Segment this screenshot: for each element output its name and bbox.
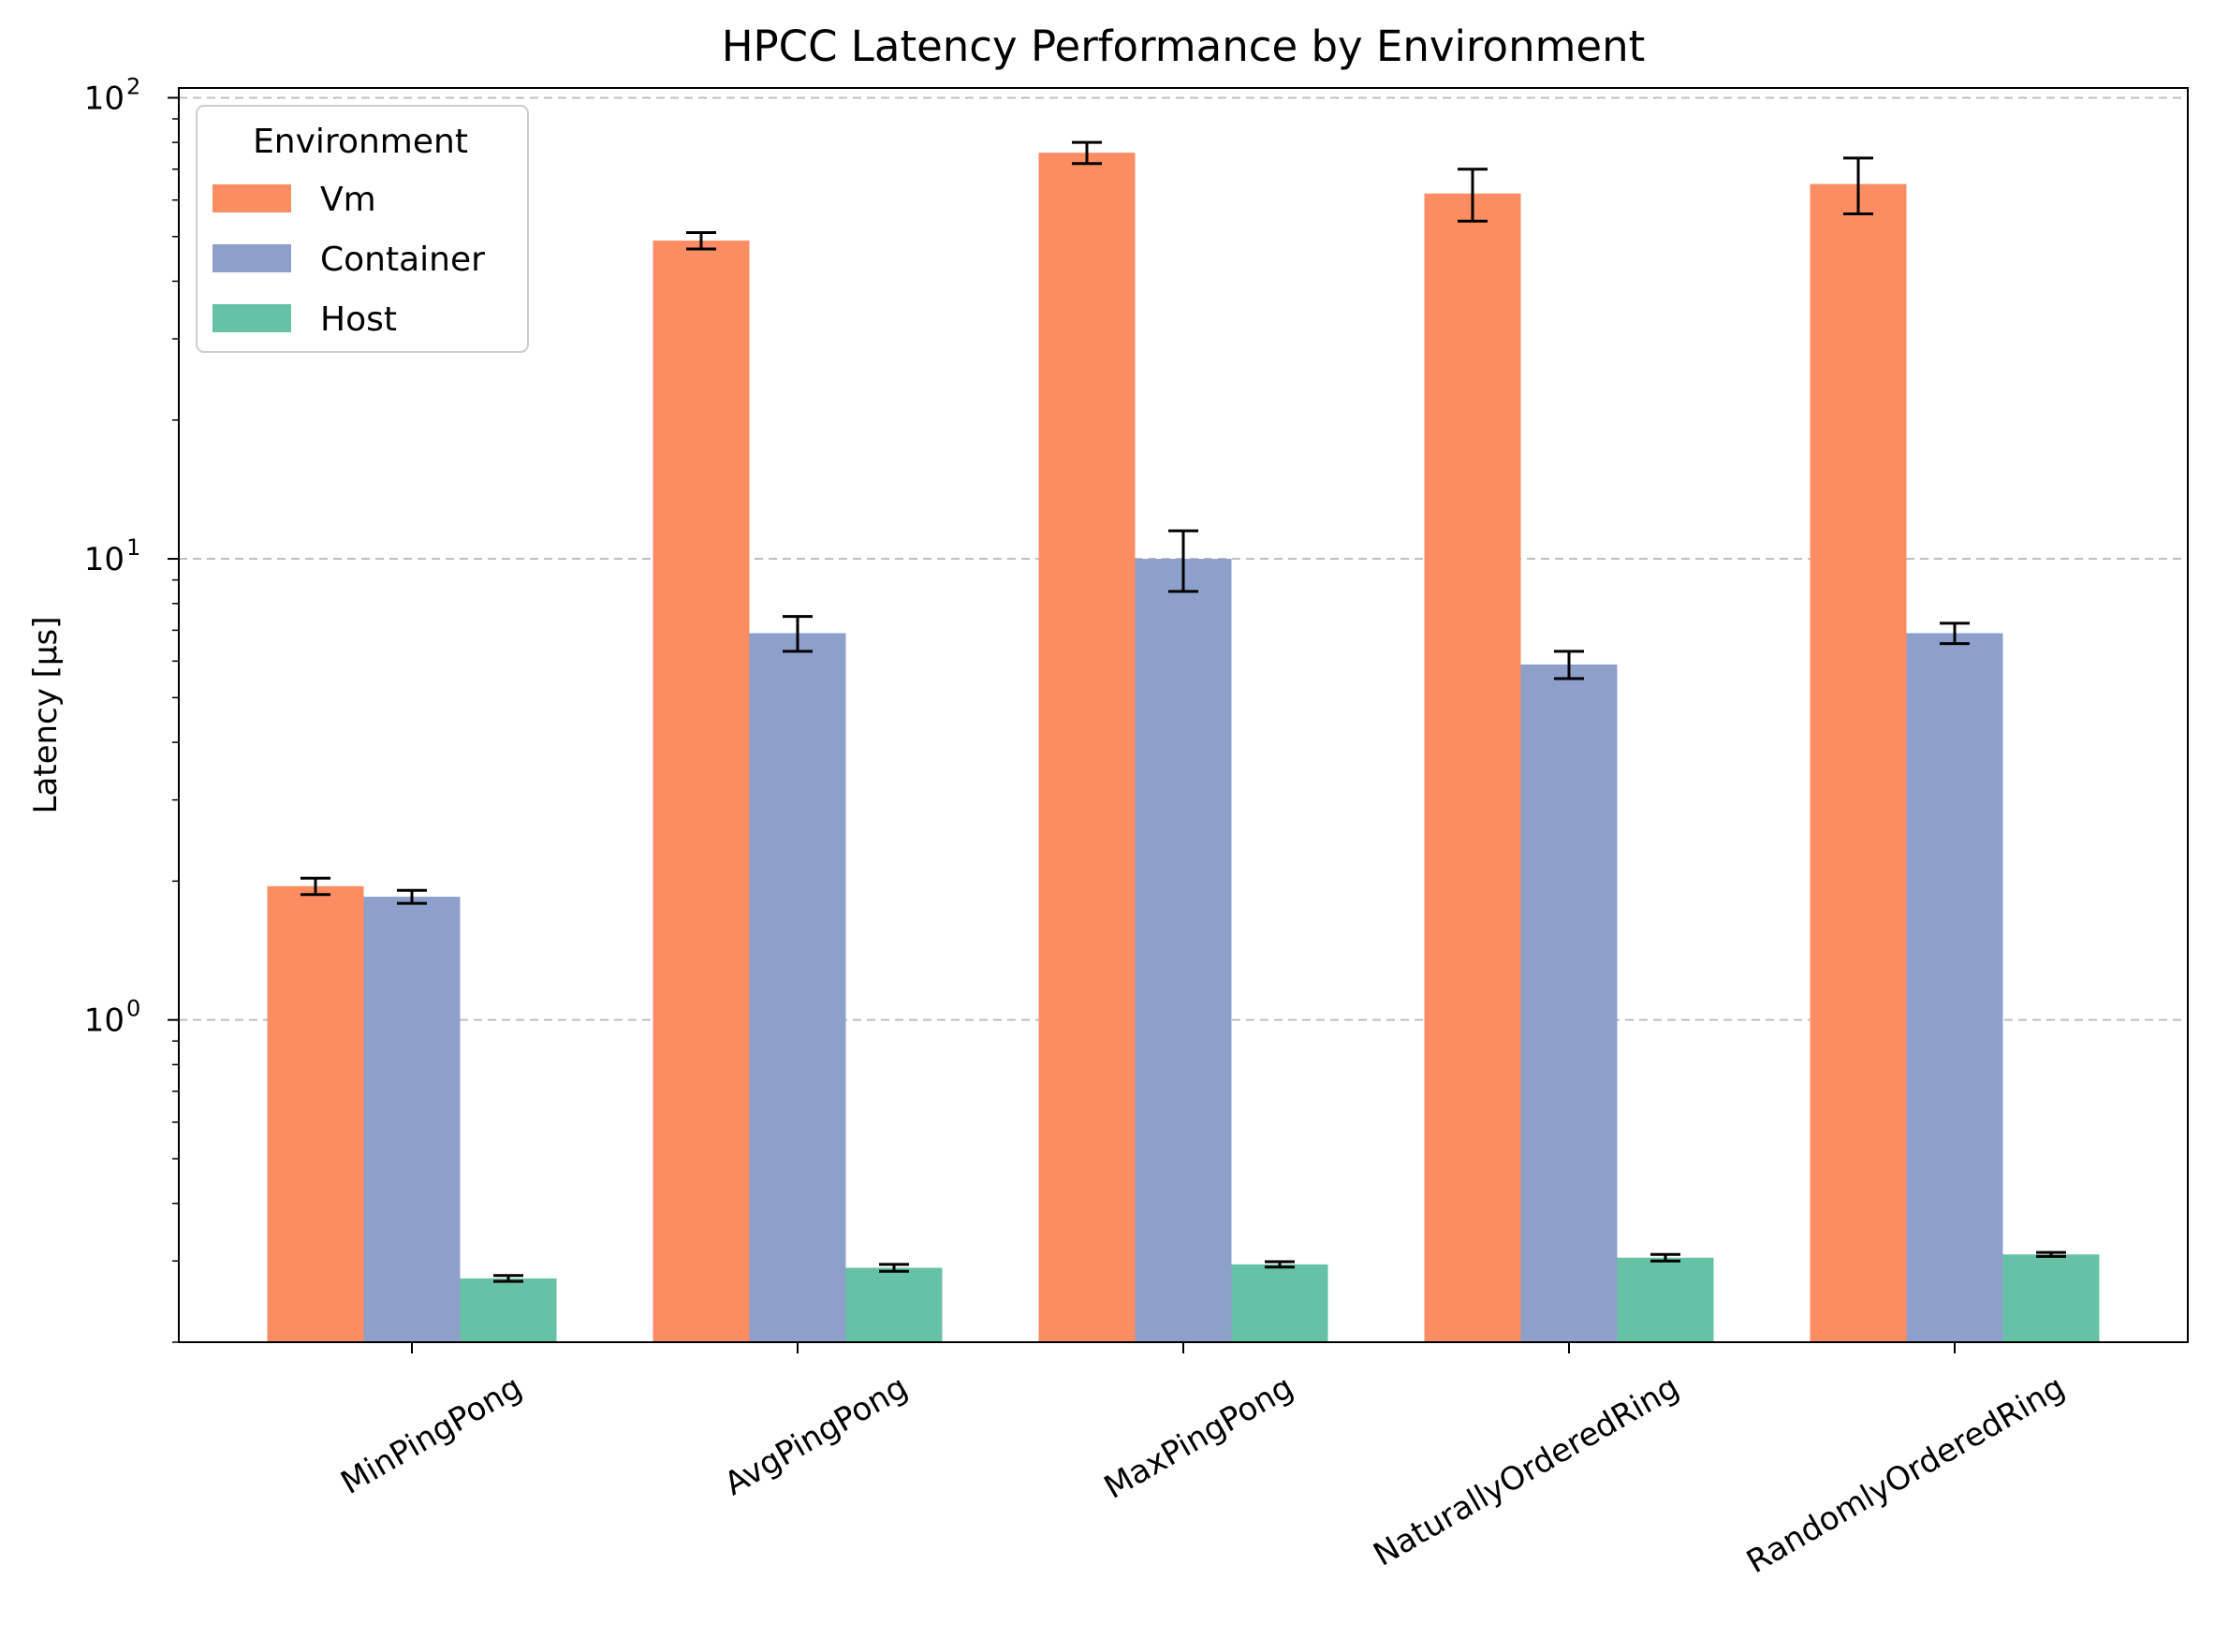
y-tick-exponent-1: 1 bbox=[126, 534, 140, 561]
legend-swatch-vm bbox=[213, 184, 291, 212]
y-tick-exponent-2: 2 bbox=[126, 73, 140, 99]
bars bbox=[267, 153, 2100, 1343]
legend-label-host: Host bbox=[320, 300, 397, 339]
x-tick-label-2: MaxPingPong bbox=[1098, 1368, 1300, 1507]
bar-host-naturallyorderedring bbox=[1617, 1257, 1714, 1342]
bar-host-maxpingpong bbox=[1231, 1264, 1328, 1342]
bar-vm-avgpingpong bbox=[652, 241, 750, 1343]
legend-swatch-container bbox=[213, 244, 291, 272]
chart-title: HPCC Latency Performance by Environment bbox=[722, 22, 1646, 71]
y-tick-exponent-0: 0 bbox=[126, 996, 140, 1022]
bar-vm-maxpingpong bbox=[1038, 153, 1136, 1343]
bar-vm-randomlyorderedring bbox=[1810, 183, 1907, 1342]
bar-container-maxpingpong bbox=[1135, 559, 1232, 1342]
legend-label-container: Container bbox=[320, 241, 485, 279]
bar-vm-naturallyorderedring bbox=[1424, 193, 1521, 1343]
x-tick-label-3: NaturallyOrderedRing bbox=[1367, 1368, 1685, 1573]
x-tick-label-1: AvgPingPong bbox=[718, 1368, 914, 1503]
legend-label-vm: Vm bbox=[320, 181, 376, 219]
y-axis-label: Latency [µs] bbox=[27, 616, 65, 813]
y-tick-label-1: 10 bbox=[84, 541, 125, 578]
bar-host-avgpingpong bbox=[845, 1267, 943, 1342]
legend-title: Environment bbox=[253, 123, 468, 161]
bar-container-avgpingpong bbox=[749, 633, 846, 1342]
x-axis-ticks: MinPingPong AvgPingPong MaxPingPong Natural… bbox=[335, 1342, 2072, 1581]
legend: Environment Vm Container Host bbox=[196, 105, 529, 353]
bar-vm-minpingpong bbox=[267, 885, 364, 1342]
bar-container-naturallyorderedring bbox=[1520, 664, 1618, 1342]
bar-host-minpingpong bbox=[460, 1278, 557, 1342]
bar-container-randomlyorderedring bbox=[1906, 633, 2003, 1342]
bar-container-minpingpong bbox=[363, 897, 461, 1342]
bar-host-randomlyorderedring bbox=[2002, 1254, 2100, 1342]
x-tick-label-4: RandomlyOrderedRing bbox=[1740, 1368, 2071, 1581]
x-tick-label-0: MinPingPong bbox=[335, 1368, 529, 1502]
legend-swatch-host bbox=[213, 304, 291, 332]
error-bars bbox=[301, 140, 2066, 1283]
y-tick-label-2: 10 bbox=[84, 80, 125, 117]
legend-box bbox=[196, 105, 529, 353]
y-tick-label-0: 10 bbox=[84, 1002, 125, 1040]
